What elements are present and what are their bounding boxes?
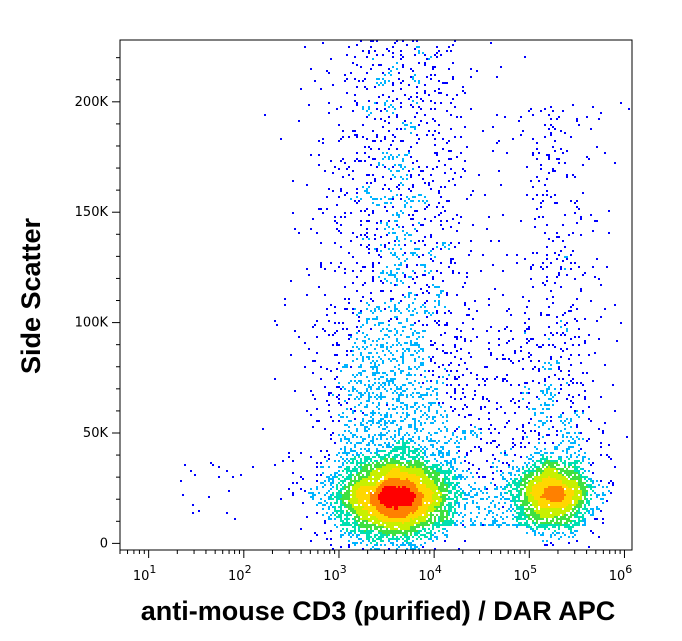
x-tick-label: 106 bbox=[609, 563, 633, 584]
x-axis: 101 102 103 104 105 106 bbox=[119, 550, 633, 584]
y-tick-label: 0 bbox=[100, 536, 108, 551]
x-tick-label: 105 bbox=[514, 563, 538, 584]
y-axis-title: Side Scatter bbox=[16, 217, 46, 374]
y-axis: 0 50K 100K 150K 200K bbox=[75, 57, 120, 551]
density-level-7 bbox=[378, 486, 416, 510]
x-tick-label: 103 bbox=[323, 563, 347, 584]
density-dots bbox=[180, 40, 630, 550]
density-level-3 bbox=[340, 458, 588, 536]
y-tick-label: 150K bbox=[75, 205, 109, 220]
density-level-1 bbox=[308, 46, 610, 550]
density-level-6 bbox=[370, 478, 566, 518]
x-tick-label: 104 bbox=[418, 563, 442, 584]
x-tick-label: 102 bbox=[228, 563, 252, 584]
y-tick-label: 50K bbox=[83, 426, 109, 441]
y-tick-label: 200K bbox=[75, 95, 109, 110]
x-axis-title: anti-mouse CD3 (purified) / DAR APC bbox=[141, 596, 616, 626]
x-tick-label: 101 bbox=[133, 563, 157, 584]
plot-frame bbox=[119, 39, 633, 551]
y-tick-label: 100K bbox=[75, 316, 109, 331]
